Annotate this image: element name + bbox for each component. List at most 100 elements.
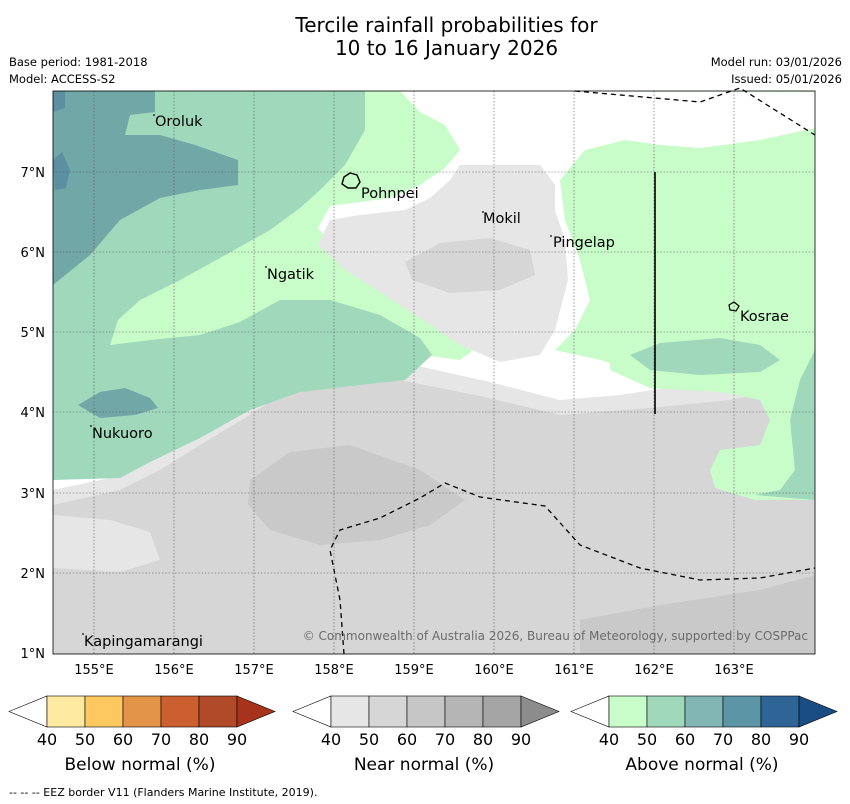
lon-tick-label: 157°E <box>234 663 274 678</box>
colorbar-segment <box>46 695 86 728</box>
colorbar-tick-label: 70 <box>151 730 171 749</box>
lat-tick-label: 1°N <box>21 647 46 662</box>
colorbar-segment <box>122 695 162 728</box>
place-label-oroluk: Oroluk <box>155 114 203 130</box>
eez-footnote: -- -- -- EEZ border V11 (Flanders Marine… <box>9 786 318 799</box>
colorbar-tick-label: 70 <box>713 730 733 749</box>
colorbar-segment <box>444 695 484 728</box>
above-normal-60-70-region <box>78 388 158 418</box>
colorbar-tick-label: 60 <box>397 730 417 749</box>
place-label-nukuoro: Nukuoro <box>92 426 153 442</box>
colorbar-tick-label: 40 <box>321 730 341 749</box>
above-normal-70-80-region <box>53 91 65 112</box>
colorbar-tick-label: 80 <box>473 730 493 749</box>
lon-tick-label: 156°E <box>154 663 194 678</box>
base-period: Base period: 1981-2018 <box>9 55 148 69</box>
place-label-kosrae: Kosrae <box>740 309 789 325</box>
run-info: Model run: 03/01/2026 Issued: 05/01/2026 <box>711 54 842 88</box>
near-normal-60-70-patch <box>580 575 815 654</box>
colorbar-high-extension <box>236 695 276 728</box>
colorbar-tick-label: 90 <box>511 730 531 749</box>
lon-tick-label: 161°E <box>554 663 594 678</box>
colorbar-high-extension <box>520 695 560 728</box>
colorbar-tick-label: 80 <box>751 730 771 749</box>
title-line-1: Tercile rainfall probabilities for <box>295 13 598 37</box>
kapingamarangi-marker <box>82 633 84 635</box>
colorbar-tick-label: 40 <box>599 730 619 749</box>
above-normal-50-60-region <box>755 350 815 500</box>
lon-tick-label: 159°E <box>394 663 434 678</box>
colorbar-segment <box>760 695 800 728</box>
issued-date: Issued: 05/01/2026 <box>731 72 842 86</box>
colorbar-tick-label: 50 <box>637 730 657 749</box>
colorbar-tick-label: 60 <box>113 730 133 749</box>
colorbar-segment <box>608 695 648 728</box>
copyright-notice: © Commonwealth of Australia 2026, Bureau… <box>303 629 808 643</box>
place-label-mokil: Mokil <box>483 211 521 227</box>
colorbar-segment <box>722 695 762 728</box>
place-label-pingelap: Pingelap <box>553 235 615 251</box>
above-normal-70-80-region <box>53 152 70 190</box>
colorbar-segment <box>330 695 370 728</box>
colorbar-tick-label: 90 <box>789 730 809 749</box>
lat-tick-label: 7°N <box>21 166 46 181</box>
oroluk-marker <box>153 114 155 116</box>
colorbar-title-near-normal: Near normal (%) <box>353 755 495 775</box>
nukuoro-marker <box>90 425 92 427</box>
colorbar-high-extension <box>798 695 838 728</box>
above-normal-60-70-region <box>53 91 238 285</box>
lat-tick-label: 3°N <box>21 487 46 502</box>
lat-tick-label: 4°N <box>21 406 46 421</box>
colorbar-segment <box>198 695 238 728</box>
latitude-axis: 1°N 2°N 3°N 4°N 5°N 6°N 7°N <box>21 166 46 662</box>
colorbar-low-extension <box>292 695 332 728</box>
lon-tick-label: 162°E <box>634 663 674 678</box>
colorbar-segment <box>84 695 124 728</box>
lat-tick-label: 6°N <box>21 246 46 261</box>
colorbar-segment <box>646 695 686 728</box>
colorbar-tick-label: 40 <box>37 730 57 749</box>
colorbar-tick-label: 90 <box>227 730 247 749</box>
title-line-2: 10 to 16 January 2026 <box>334 36 559 60</box>
lat-tick-label: 2°N <box>21 567 46 582</box>
colorbar-tick-label: 80 <box>189 730 209 749</box>
model-name: Model: ACCESS-S2 <box>9 72 116 86</box>
longitude-axis: 155°E 156°E 157°E 158°E 159°E 160°E 161°… <box>74 663 754 678</box>
colorbar-title-above-normal: Above normal (%) <box>625 755 779 775</box>
colorbar-tick-label: 60 <box>675 730 695 749</box>
colorbar-segment <box>684 695 724 728</box>
colorbar-title-below-normal: Below normal (%) <box>64 755 216 775</box>
lat-tick-label: 5°N <box>21 326 46 341</box>
model-run-date: Model run: 03/01/2026 <box>710 55 842 69</box>
place-label-pohnpei: Pohnpei <box>361 186 419 202</box>
colorbar-segment <box>368 695 408 728</box>
map-title: Tercile rainfall probabilities for 10 to… <box>0 14 850 60</box>
colorbar-segment <box>160 695 200 728</box>
colorbar-segment <box>406 695 446 728</box>
colorbar-legend: 40 50 60 70 80 90 40 50 60 70 80 90 40 50 60 70 80 90 <box>8 695 838 749</box>
graticule <box>53 91 815 654</box>
colorbar-low-extension <box>8 695 48 728</box>
ngatik-marker <box>265 266 267 268</box>
probability-fields <box>53 91 815 654</box>
lon-tick-label: 158°E <box>314 663 354 678</box>
colorbar-low-extension <box>570 695 610 728</box>
colorbar-tick-label: 50 <box>75 730 95 749</box>
above-normal-50-60-region <box>630 338 780 375</box>
kosrae-island-shape <box>728 301 740 312</box>
pingelap-marker <box>550 235 552 237</box>
pohnpei-island-shape <box>341 172 361 189</box>
place-label-kapingamarangi: Kapingamarangi <box>84 634 203 650</box>
lon-tick-label: 155°E <box>74 663 114 678</box>
place-label-ngatik: Ngatik <box>267 267 315 283</box>
model-info: Base period: 1981-2018 Model: ACCESS-S2 <box>9 54 148 88</box>
near-normal-40-50-region <box>53 515 160 572</box>
colorbar-tick-label: 70 <box>435 730 455 749</box>
map-frame <box>52 90 816 655</box>
colorbar-segment <box>482 695 522 728</box>
near-normal-60-70-patch <box>248 445 465 545</box>
eez-border <box>329 87 816 655</box>
lon-tick-label: 163°E <box>714 663 754 678</box>
colorbar-tick-label: 50 <box>359 730 379 749</box>
